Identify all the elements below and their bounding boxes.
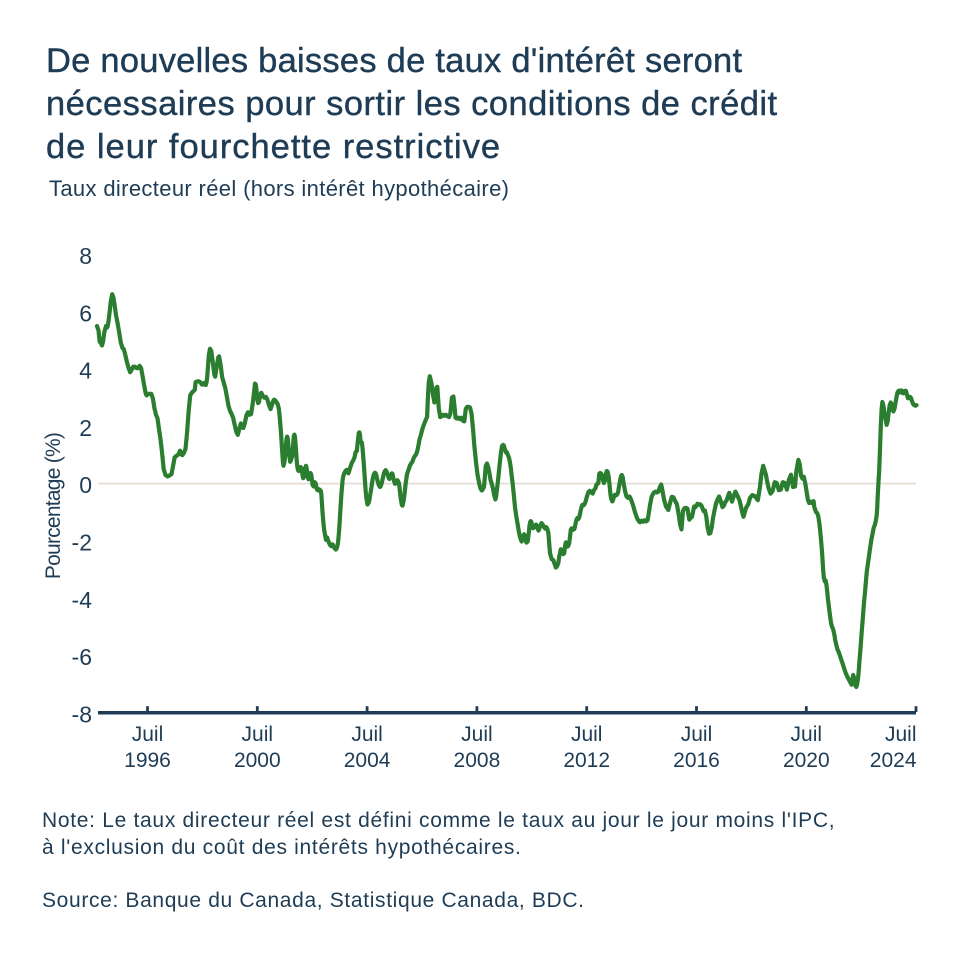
svg-text:Juil: Juil bbox=[242, 723, 274, 746]
svg-text:2004: 2004 bbox=[344, 749, 391, 772]
svg-text:Juil: Juil bbox=[885, 723, 917, 746]
svg-text:2024: 2024 bbox=[870, 749, 917, 772]
svg-text:4: 4 bbox=[79, 358, 92, 384]
svg-text:-6: -6 bbox=[72, 644, 92, 670]
svg-text:2012: 2012 bbox=[563, 749, 610, 772]
svg-text:0: 0 bbox=[79, 472, 92, 498]
svg-text:2008: 2008 bbox=[454, 749, 501, 772]
svg-text:2020: 2020 bbox=[783, 749, 830, 772]
svg-text:-4: -4 bbox=[72, 587, 93, 613]
svg-text:-8: -8 bbox=[72, 701, 92, 727]
svg-text:Juil: Juil bbox=[132, 723, 164, 746]
svg-text:-2: -2 bbox=[72, 530, 92, 556]
svg-text:2016: 2016 bbox=[673, 749, 720, 772]
svg-text:Juil: Juil bbox=[351, 723, 383, 746]
svg-text:Juil: Juil bbox=[571, 723, 603, 746]
svg-text:Juil: Juil bbox=[681, 723, 713, 746]
svg-text:2000: 2000 bbox=[234, 749, 281, 772]
svg-text:2: 2 bbox=[79, 415, 92, 441]
svg-text:6: 6 bbox=[79, 300, 92, 326]
svg-text:Juil: Juil bbox=[791, 723, 823, 746]
svg-text:1996: 1996 bbox=[124, 749, 171, 772]
svg-text:Juil: Juil bbox=[461, 723, 493, 746]
svg-text:Pourcentage (%): Pourcentage (%) bbox=[42, 433, 65, 579]
svg-text:8: 8 bbox=[79, 243, 92, 269]
